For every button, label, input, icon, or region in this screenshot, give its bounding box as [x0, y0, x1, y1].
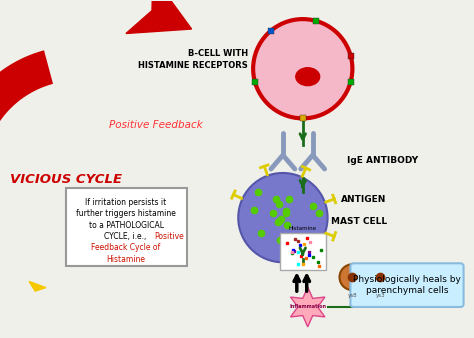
Text: Positive: Positive	[154, 232, 183, 241]
Polygon shape	[126, 0, 191, 33]
Polygon shape	[29, 282, 46, 291]
Text: Inflammation: Inflammation	[289, 305, 326, 310]
Text: Positive Feedback: Positive Feedback	[109, 120, 203, 130]
Text: ANTIGEN: ANTIGEN	[340, 195, 386, 204]
Text: further triggers histamine: further triggers histamine	[76, 209, 176, 218]
Text: If irritation persists it: If irritation persists it	[85, 198, 167, 207]
FancyBboxPatch shape	[65, 188, 187, 266]
Text: ys8: ys8	[347, 293, 357, 298]
Text: Histamine: Histamine	[289, 225, 317, 231]
Text: CYCLE, i.e.,: CYCLE, i.e.,	[104, 232, 148, 241]
Circle shape	[253, 19, 352, 118]
Ellipse shape	[296, 68, 319, 86]
Text: B-CELL WITH: B-CELL WITH	[188, 49, 248, 58]
Polygon shape	[0, 50, 53, 219]
Text: VICIOUS CYCLE: VICIOUS CYCLE	[10, 173, 122, 187]
Text: to a PATHOLOGICAL: to a PATHOLOGICAL	[89, 221, 164, 230]
Text: ys3: ys3	[375, 293, 385, 298]
Text: IgE ANTIBODY: IgE ANTIBODY	[347, 155, 419, 165]
Text: Physiologically heals by
parenchymal cells: Physiologically heals by parenchymal cel…	[353, 275, 461, 295]
FancyBboxPatch shape	[280, 233, 326, 270]
Circle shape	[339, 264, 365, 290]
Polygon shape	[291, 287, 325, 327]
Text: MAST CELL: MAST CELL	[330, 217, 387, 226]
Text: HISTAMINE RECEPTORS: HISTAMINE RECEPTORS	[138, 61, 248, 70]
Circle shape	[367, 264, 393, 290]
Circle shape	[238, 173, 328, 262]
Text: Histamine: Histamine	[107, 255, 146, 264]
FancyBboxPatch shape	[350, 263, 464, 307]
Text: Feedback Cycle of: Feedback Cycle of	[91, 243, 161, 252]
